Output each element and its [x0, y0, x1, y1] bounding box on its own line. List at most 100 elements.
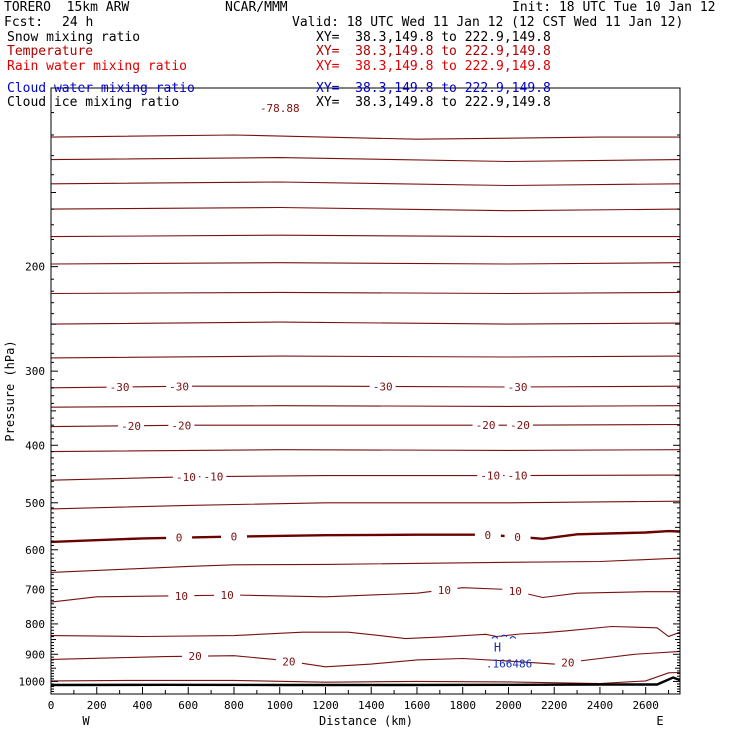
isotherm-label-bg — [220, 530, 247, 543]
isotherm-line — [50, 405, 681, 408]
x-tick-label: 2200 — [541, 699, 568, 712]
x-tick-label: 0 — [48, 699, 55, 712]
isotherm-label-bg — [106, 380, 133, 393]
isotherm-line — [50, 529, 681, 544]
isotherm-line — [50, 449, 681, 453]
isotherm-label: 0 — [231, 531, 238, 544]
isotherm-line — [50, 321, 681, 325]
isotherm-label-bg — [166, 380, 193, 393]
isotherm-line — [50, 625, 681, 640]
x-tick-label: 1600 — [404, 699, 431, 712]
isotherm-label-bg — [275, 655, 302, 668]
isotherm-label-bg — [554, 656, 581, 669]
isotherm-label-bg — [200, 470, 227, 483]
isotherm-label: 0 — [176, 532, 183, 545]
isotherm-label-bg — [472, 419, 499, 432]
isotherm-label: 10 — [175, 590, 188, 603]
model-title: TORERO 15km ARW — [4, 0, 130, 15]
isotherm-line — [50, 291, 681, 295]
isotherm-label-bg — [168, 419, 195, 432]
isotherm-label-bg — [474, 528, 501, 541]
x-tick-label: 1800 — [449, 699, 476, 712]
y-tick-label: 900 — [25, 648, 45, 661]
y-tick-label: 1000 — [19, 675, 46, 688]
isotherm-line — [50, 474, 681, 481]
isotherm-label: -30 — [373, 380, 393, 393]
org-label: NCAR/MMM — [225, 0, 288, 15]
isotherm-line — [50, 262, 681, 265]
isotherm-line — [50, 423, 681, 428]
forecast-label: Fcst: — [4, 15, 44, 30]
field-rain-xy: XY= 38.3,149.8 to 222.9,149.8 — [316, 59, 551, 74]
x-axis-label: Distance (km) — [319, 714, 413, 728]
isotherm-label-bg — [369, 380, 396, 393]
isotherm-label: 0 — [485, 529, 492, 542]
west-label: W — [82, 714, 90, 728]
isotherm-label: -30 — [508, 381, 528, 394]
isotherm-label-bg — [504, 380, 531, 393]
isotherm-line — [50, 234, 680, 238]
isotherm-label: 10 — [220, 589, 233, 602]
y-tick-label: 600 — [25, 544, 45, 557]
isotherm-label-bg — [506, 419, 533, 432]
isotherm-label: -20 — [476, 419, 496, 432]
east-label: E — [656, 714, 663, 728]
isotherm-label: -10 — [508, 470, 528, 483]
terrain-line — [50, 676, 681, 687]
y-tick-label: 200 — [25, 261, 45, 274]
cloud-water-max-value: .166486 — [486, 658, 532, 671]
y-tick-label: 800 — [25, 618, 45, 631]
isotherm-line — [50, 671, 681, 685]
y-axis-label: Pressure (hPa) — [3, 340, 17, 441]
isotherm-line — [50, 587, 680, 603]
x-tick-label: 1400 — [358, 699, 385, 712]
isotherm-label: -30 — [169, 380, 189, 393]
isotherm-label-bg — [168, 589, 195, 602]
plot-frame — [50, 87, 681, 695]
x-tick-label: 600 — [178, 699, 198, 712]
field-snow-xy: XY= 38.3,149.8 to 222.9,149.8 — [316, 30, 551, 45]
isotherm-label: 20 — [561, 656, 574, 669]
isotherm-label-bg — [166, 531, 193, 544]
y-tick-label: 700 — [25, 584, 45, 597]
y-tick-label: 400 — [25, 439, 45, 452]
x-tick-label: 2600 — [632, 699, 659, 712]
isotherm-label-bg — [477, 469, 504, 482]
isotherm-line — [50, 181, 681, 187]
y-tick-label: 500 — [25, 497, 45, 510]
isotherm-label: 10 — [438, 584, 451, 597]
x-tick-label: 800 — [224, 699, 244, 712]
isotherm-label-bg — [214, 589, 241, 602]
isotherm-line — [50, 355, 681, 359]
field-cloud-ice-xy: XY= 38.3,149.8 to 222.9,149.8 — [316, 95, 551, 110]
x-tick-label: 1200 — [312, 699, 339, 712]
isotherm-label: 20 — [188, 650, 201, 663]
forecast-hours: 24 h — [62, 15, 94, 30]
isotherm-label-bg — [172, 470, 199, 483]
isotherm-label-bg — [118, 419, 145, 432]
isotherm-line — [50, 650, 681, 668]
field-temperature-name: Temperature — [7, 44, 94, 59]
field-cloud-ice-name: Cloud ice mixing ratio — [7, 95, 180, 110]
isotherm-label-bg — [504, 530, 531, 543]
y-tick-label: 300 — [25, 365, 45, 378]
isotherm-label: -20 — [510, 419, 530, 432]
isotherm-label: 0 — [514, 531, 521, 544]
field-rain-name: Rain water mixing ratio — [7, 59, 188, 74]
field-snow-name: Snow mixing ratio — [7, 30, 141, 45]
cloud-water-layer: H .166486 — [486, 634, 532, 671]
isotherm-label: 20 — [282, 655, 295, 668]
isotherm-line — [50, 385, 681, 389]
x-tick-label: 2400 — [587, 699, 614, 712]
valid-time: Valid: 18 UTC Wed 11 Jan 12 (12 CST Wed … — [292, 15, 684, 30]
isotherm-line — [50, 557, 681, 573]
isotherm-label: 10 — [509, 585, 522, 598]
isotherm-top-label: -78.88 — [260, 102, 300, 115]
axis-layer: 0 200 400 600 800 1000 1200 1400 1600 1800 2000 220… — [19, 112, 680, 712]
isotherm-label-bg — [431, 583, 458, 596]
isotherm-line — [50, 206, 681, 212]
x-tick-label: 1000 — [266, 699, 293, 712]
isotherm-label: -10 — [203, 471, 223, 484]
isotherm-label: -10 — [176, 471, 196, 484]
